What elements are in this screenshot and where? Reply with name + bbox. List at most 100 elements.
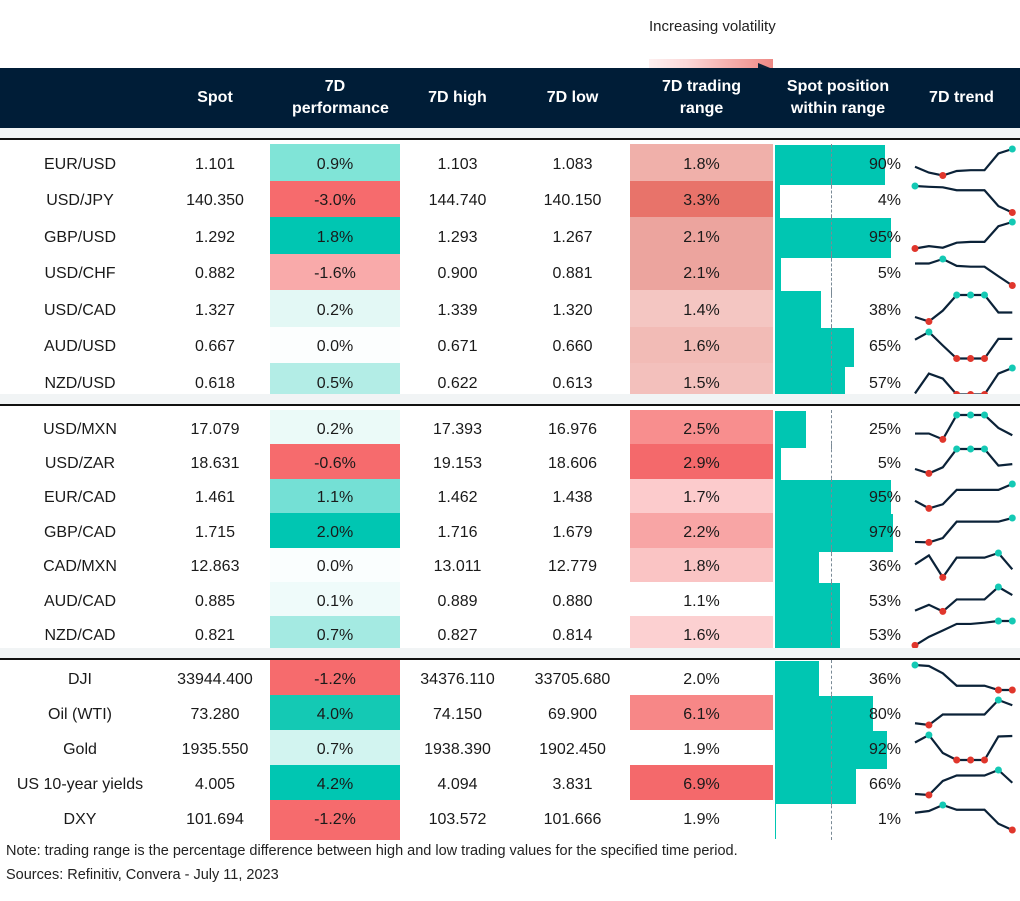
sparkline: [911, 218, 1016, 252]
spot-cell: 1.101: [194, 155, 236, 173]
spot-position-cell: 95%: [773, 217, 903, 259]
trend-cell: [903, 479, 1020, 518]
table-row: GBP/USD 1.292 1.8% 1.293 1.267 2.1% 95%: [0, 217, 1020, 259]
trend-high-marker: [967, 291, 975, 299]
position-label: 57%: [868, 374, 901, 392]
table-row: Gold 1935.550 0.7% 1938.390 1902.450 1.9% 92%: [0, 730, 1020, 770]
position-bar: [775, 218, 891, 258]
trend-low-marker: [1008, 686, 1016, 694]
trend-cell: [903, 410, 1020, 449]
sources: Sources: Refinitiv, Convera - July 11, 2…: [6, 867, 279, 883]
trend-high-marker: [939, 255, 947, 262]
instrument-name: DJI: [68, 671, 92, 688]
high-cell: 0.827: [437, 627, 478, 645]
position-label: 4%: [877, 192, 901, 210]
spot-cell: 1.327: [194, 301, 236, 319]
spot-position-cell: 90%: [773, 144, 903, 186]
trend-line: [914, 220, 1013, 250]
trend-low-marker: [953, 756, 961, 764]
trend-high-marker: [939, 801, 947, 809]
instrument-name: Oil (WTI): [48, 706, 112, 723]
trend-line: [914, 517, 1013, 544]
position-bar: [775, 181, 780, 221]
instrument-name: EUR/CAD: [43, 489, 116, 507]
low-cell: 0.613: [552, 374, 593, 392]
midpoint-line: [831, 695, 832, 735]
trend-low-marker: [925, 721, 933, 729]
sparkline: [914, 328, 1013, 362]
range-cell: 3.3%: [630, 180, 773, 222]
sparkline: [914, 291, 1013, 325]
spot-position-cell: 36%: [773, 547, 903, 587]
instrument-name: USD/MXN: [43, 420, 117, 438]
performance-cell: -1.6%: [270, 253, 400, 295]
position-bar: [775, 254, 782, 294]
midpoint-line: [831, 730, 832, 770]
trend-cell: [903, 548, 1020, 587]
trend-high-marker: [1008, 218, 1016, 226]
trend-high-marker: [981, 291, 988, 299]
position-label: 53%: [868, 627, 901, 645]
sparkline: [914, 145, 1016, 179]
trend-line: [914, 482, 1013, 510]
col-header-high: 7D high: [428, 89, 487, 106]
trend-high-marker: [953, 445, 961, 453]
position-label: 92%: [868, 741, 901, 758]
range-cell: 2.1%: [630, 217, 773, 259]
low-cell: 1.679: [552, 523, 593, 541]
col-header-performance: 7D performance: [292, 78, 389, 117]
position-label: 65%: [868, 338, 901, 356]
trend-low-marker: [1008, 826, 1016, 834]
trend-line: [914, 293, 1013, 323]
low-cell: 18.606: [548, 455, 597, 473]
table-row: USD/CAD 1.327 0.2% 1.339 1.320 1.4% 38%: [0, 290, 1020, 332]
trend-high-marker: [994, 696, 1002, 704]
trend-cell: [903, 730, 1020, 770]
spot-cell: 101.694: [186, 811, 244, 828]
midpoint-line: [831, 290, 832, 332]
spot-position-cell: 97%: [773, 513, 903, 553]
trend-line: [914, 585, 1013, 613]
spot-position-cell: 38%: [773, 290, 903, 332]
position-label: 38%: [868, 301, 901, 319]
trend-high-marker: [925, 731, 933, 739]
high-cell: 1.103: [437, 155, 478, 173]
high-cell: 1.339: [437, 301, 478, 319]
range-cell: 2.9%: [630, 444, 773, 484]
trend-cell: [903, 800, 1020, 840]
performance-cell: 0.0%: [270, 547, 400, 587]
low-cell: 1.320: [552, 301, 593, 319]
sparkline: [911, 182, 1016, 216]
midpoint-line: [831, 547, 832, 587]
trend-cell: [903, 217, 1020, 259]
range-cell: 1.9%: [630, 800, 773, 840]
midpoint-line: [831, 478, 832, 519]
trend-line: [914, 448, 1013, 475]
trend-line: [915, 257, 1013, 286]
trend-cell: [903, 582, 1020, 621]
midpoint-line: [831, 144, 832, 186]
trend-line: [914, 366, 1013, 396]
trend-low-marker: [911, 245, 919, 252]
position-bar: [775, 801, 777, 839]
low-cell: 1.438: [552, 489, 593, 507]
position-label: 25%: [868, 420, 901, 438]
performance-cell: 0.2%: [270, 290, 400, 332]
high-cell: 4.094: [437, 776, 478, 793]
position-label: 36%: [868, 671, 901, 688]
spot-position-cell: 5%: [773, 444, 903, 484]
high-cell: 34376.110: [420, 671, 495, 688]
spot-cell: 0.618: [194, 374, 236, 392]
trend-line: [914, 663, 1013, 692]
range-cell: 2.1%: [630, 253, 773, 295]
position-label: 80%: [868, 706, 901, 723]
performance-cell: -3.0%: [270, 180, 400, 222]
spot-cell: 1935.550: [181, 741, 249, 758]
sparkline: [914, 480, 1016, 512]
table-row: AUD/CAD 0.885 0.1% 0.889 0.880 1.1% 53%: [0, 582, 1020, 622]
trend-high-marker: [1008, 480, 1016, 488]
group-separator: [0, 648, 1020, 660]
performance-cell: 0.9%: [270, 144, 400, 186]
performance-cell: 0.2%: [270, 410, 400, 450]
position-label: 5%: [877, 455, 901, 473]
